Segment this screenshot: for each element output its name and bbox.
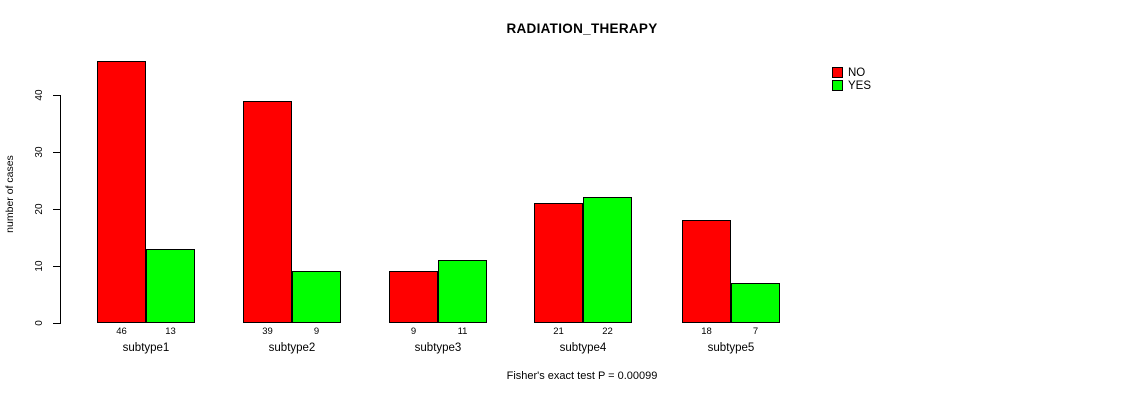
bar-yes-subtype2 [292, 271, 341, 323]
bar-yes-subtype4 [583, 197, 632, 323]
bar-yes-subtype5 [731, 283, 780, 323]
bar-no-subtype5 [682, 220, 731, 323]
bar-no-subtype2 [243, 101, 292, 323]
legend-label-yes: YES [848, 79, 872, 92]
legend-swatch-no-icon [832, 67, 843, 78]
bar-yes-subtype1 [146, 249, 195, 323]
y-tick-mark [53, 152, 61, 153]
bar-value-label: 13 [165, 326, 176, 337]
bar-value-label: 7 [752, 326, 759, 337]
x-category-label-subtype2: subtype2 [268, 342, 316, 354]
legend-item-no: NO [832, 66, 871, 79]
bar-value-label: 22 [602, 326, 613, 337]
bar-value-label: 46 [116, 326, 127, 337]
bar-yes-subtype3 [438, 260, 487, 323]
x-category-label-subtype4: subtype4 [559, 342, 607, 354]
footnote-fisher-test: Fisher's exact test P = 0.00099 [506, 370, 658, 382]
y-tick-label: 40 [34, 89, 45, 101]
bar-value-label: 9 [313, 326, 320, 337]
y-tick-mark [53, 209, 61, 210]
bar-value-label: 39 [262, 326, 273, 337]
bar-no-subtype4 [534, 203, 583, 323]
bar-no-subtype3 [389, 271, 438, 323]
y-axis-label: number of cases [4, 155, 16, 233]
bar-value-label: 9 [410, 326, 417, 337]
y-tick-label: 0 [34, 320, 45, 326]
chart-title: RADIATION_THERAPY [506, 21, 658, 36]
bar-value-label: 11 [457, 326, 468, 337]
x-category-label-subtype1: subtype1 [122, 342, 170, 354]
legend-item-yes: YES [832, 79, 871, 92]
x-category-label-subtype5: subtype5 [707, 342, 755, 354]
bar-value-label: 21 [553, 326, 564, 337]
legend: NO YES [832, 66, 871, 92]
y-tick-mark [53, 95, 61, 96]
y-tick-mark [53, 266, 61, 267]
y-tick-label: 30 [34, 146, 45, 158]
y-tick-mark [53, 323, 61, 324]
bar-value-label: 18 [701, 326, 712, 337]
y-tick-label: 20 [34, 203, 45, 215]
legend-swatch-yes-icon [832, 80, 843, 91]
bar-no-subtype1 [97, 61, 146, 323]
y-tick-label: 10 [34, 260, 45, 272]
legend-label-no: NO [848, 66, 866, 79]
x-category-label-subtype3: subtype3 [414, 342, 462, 354]
